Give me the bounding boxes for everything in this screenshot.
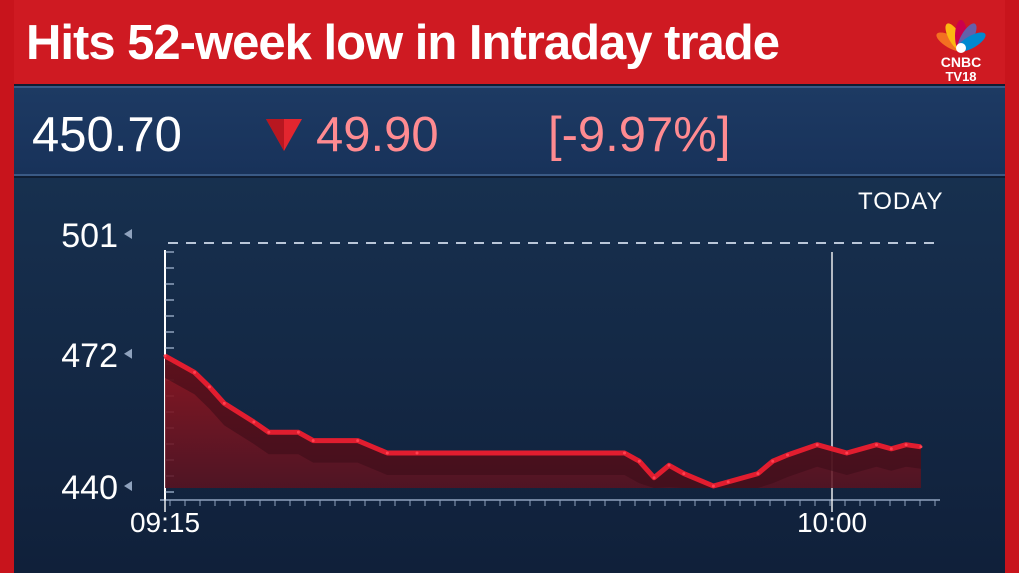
current-price: 450.70 bbox=[32, 108, 182, 162]
price-point bbox=[208, 385, 211, 389]
headline-bar bbox=[14, 0, 1005, 84]
period-label: TODAY bbox=[858, 188, 944, 215]
y-tick-label: 440 bbox=[61, 469, 118, 507]
price-point bbox=[193, 370, 197, 374]
price-point bbox=[652, 476, 656, 480]
quote-bar bbox=[14, 86, 1005, 176]
left-red-frame bbox=[0, 0, 14, 573]
price-area-shadow bbox=[165, 355, 921, 488]
price-point bbox=[311, 439, 315, 443]
price-point bbox=[919, 445, 923, 449]
price-point bbox=[904, 443, 908, 447]
logo-text-tv18: TV18 bbox=[945, 69, 977, 84]
y-tick-label: 501 bbox=[61, 217, 118, 255]
price-point bbox=[252, 420, 256, 424]
cnbc-tv18-logo: CNBC TV18 bbox=[926, 14, 996, 84]
price-point bbox=[637, 459, 641, 463]
price-point bbox=[385, 451, 389, 455]
y-tick-arrow bbox=[124, 348, 132, 359]
price-point bbox=[889, 447, 893, 451]
price-point bbox=[756, 472, 760, 476]
y-tick-label: 472 bbox=[61, 337, 118, 375]
price-point bbox=[786, 453, 789, 457]
price-point bbox=[667, 463, 671, 467]
price-change-percent: [-9.97%] bbox=[548, 108, 731, 162]
y-tick-arrow bbox=[124, 481, 132, 491]
y-tick-arrow bbox=[124, 229, 132, 239]
price-change: 49.90 bbox=[316, 108, 439, 162]
down-arrow-icon bbox=[266, 119, 302, 151]
price-point bbox=[163, 354, 167, 358]
right-red-frame bbox=[1005, 0, 1019, 573]
peacock-icon bbox=[936, 20, 986, 53]
price-point bbox=[845, 451, 849, 455]
price-point bbox=[222, 401, 226, 405]
price-point bbox=[267, 430, 271, 434]
price-point bbox=[623, 451, 626, 455]
price-point bbox=[875, 443, 878, 447]
price-point bbox=[356, 439, 360, 443]
price-point bbox=[682, 472, 686, 476]
price-point bbox=[726, 480, 730, 484]
price-point bbox=[771, 459, 775, 463]
price-point bbox=[415, 451, 419, 455]
logo-text-cnbc: CNBC bbox=[940, 54, 982, 70]
x-tick-label: 09:15 bbox=[130, 507, 200, 538]
price-point bbox=[296, 430, 300, 434]
price-point bbox=[711, 484, 715, 488]
price-point bbox=[815, 443, 819, 447]
headline: Hits 52-week low in Intraday trade bbox=[26, 16, 780, 70]
x-tick-label: 10:00 bbox=[797, 507, 867, 538]
